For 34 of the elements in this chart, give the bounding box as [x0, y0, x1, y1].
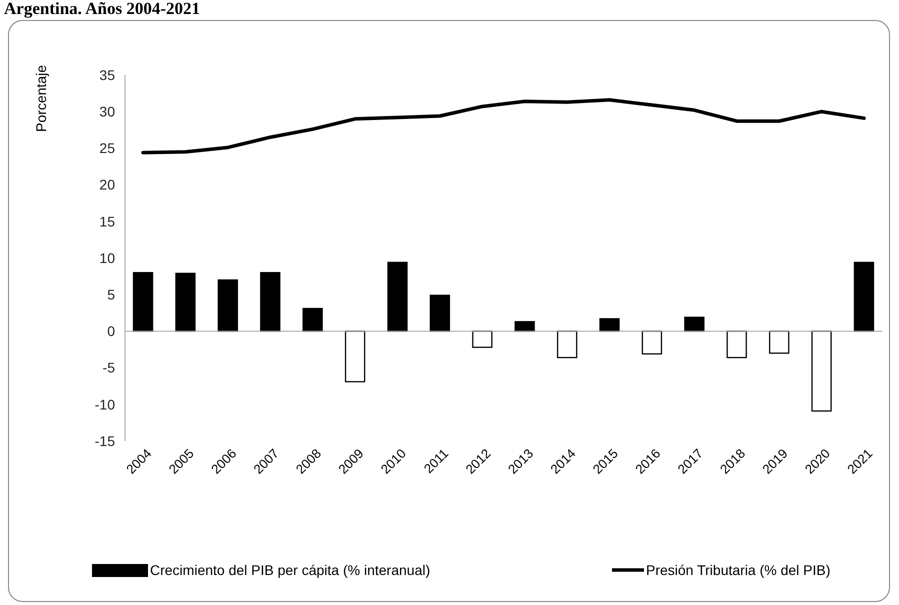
bar: [769, 330, 790, 354]
bar: [430, 294, 450, 332]
legend-label: Presión Tributaria (% del PIB): [646, 562, 830, 578]
chart-title: Argentina. Años 2004-2021: [4, 0, 200, 18]
bar: [556, 330, 578, 358]
bar: [684, 316, 704, 332]
y-tick-label: 35: [99, 66, 116, 83]
bar: [514, 321, 535, 332]
y-tick-label: 25: [99, 140, 116, 156]
bar: [260, 272, 280, 332]
bar: [472, 330, 492, 348]
bar: [642, 330, 662, 354]
y-tick-label: 20: [99, 176, 116, 193]
bar: [302, 308, 323, 332]
y-tick-label: -15: [94, 432, 116, 449]
bar: [344, 330, 366, 382]
bar: [599, 318, 620, 332]
bar: [175, 272, 196, 332]
y-tick-label: -10: [94, 396, 116, 412]
bar: [132, 272, 154, 332]
y-tick-label: 10: [99, 250, 116, 266]
y-tick-label: 15: [99, 213, 116, 230]
bar: [811, 330, 832, 412]
bar: [726, 330, 747, 358]
y-tick-label: 0: [107, 323, 116, 340]
y-tick-label: -5: [102, 360, 116, 376]
line-series: [141, 98, 866, 154]
y-axis-title: Porcentaje: [33, 64, 49, 132]
bar: [854, 262, 874, 332]
y-tick-label: 30: [99, 104, 116, 120]
y-tick-label: 5: [107, 286, 116, 302]
bar: [218, 279, 238, 332]
legend-label: Crecimiento del PIB per cápita (% interanual): [150, 562, 430, 578]
bar: [387, 262, 408, 332]
